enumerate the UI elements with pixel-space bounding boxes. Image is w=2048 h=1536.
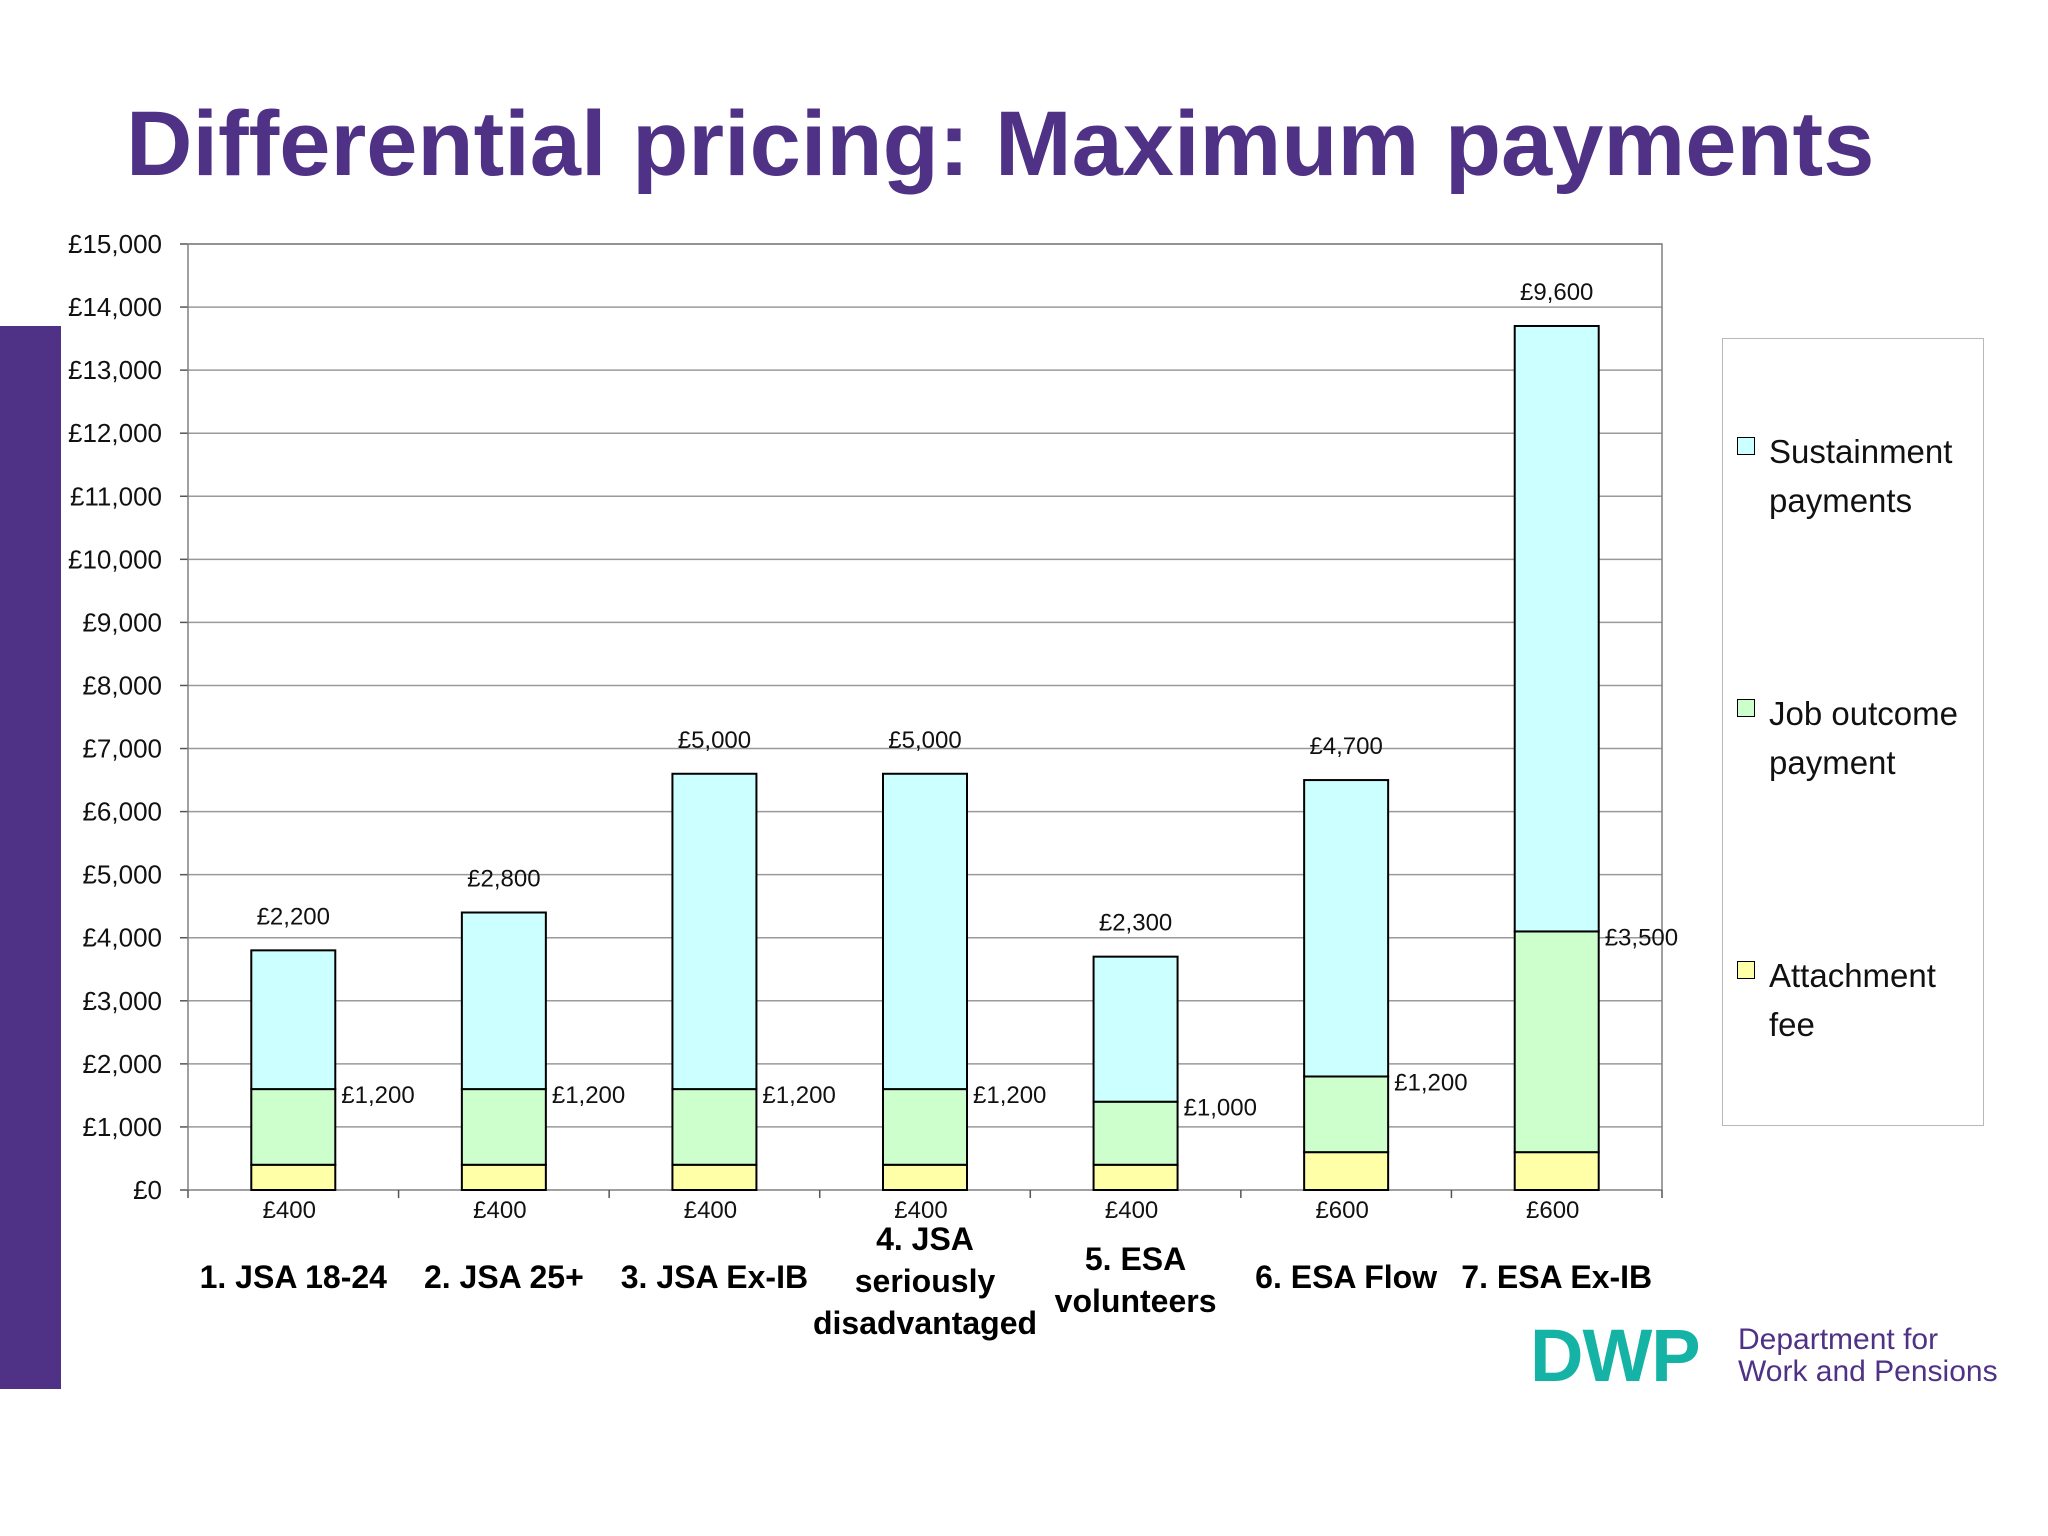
left-accent-bar xyxy=(0,326,61,1389)
data-label-sustainment: £5,000 xyxy=(678,727,751,754)
legend-swatch xyxy=(1737,961,1755,979)
category-label: 1. JSA 18-24 xyxy=(200,1259,388,1295)
data-label-sustainment: £4,700 xyxy=(1309,733,1382,760)
y-tick-label: £12,000 xyxy=(68,418,162,448)
data-label-attachment: £400 xyxy=(894,1197,947,1224)
bar-segment xyxy=(250,1088,337,1166)
data-label-attachment: £400 xyxy=(684,1197,737,1224)
legend: Sustainment payments Job outcome payment Att… xyxy=(1722,338,1984,1126)
category-label: 3. JSA Ex-IB xyxy=(621,1259,808,1295)
category-label: 7. ESA Ex-IB xyxy=(1461,1259,1652,1295)
y-tick-label: £9,000 xyxy=(82,607,162,637)
legend-swatch xyxy=(1737,437,1755,455)
data-label-sustainment: £5,000 xyxy=(888,727,961,754)
legend-label-line: Job outcome xyxy=(1769,695,1958,732)
bar-segment xyxy=(1092,955,1179,1103)
category-label: 2. JSA 25+ xyxy=(424,1259,584,1295)
data-label-sustainment: £2,300 xyxy=(1099,910,1172,937)
y-tick-label: £6,000 xyxy=(82,797,162,827)
bar-segment xyxy=(460,911,547,1091)
data-label-job-outcome: £1,200 xyxy=(973,1082,1046,1109)
legend-label-line: payment xyxy=(1769,744,1896,781)
y-tick-label: £5,000 xyxy=(82,860,162,890)
data-label-sustainment: £2,200 xyxy=(257,903,330,930)
legend-swatch xyxy=(1737,699,1755,717)
y-tick-label: £0 xyxy=(133,1175,162,1205)
legend-label: Attachment fee xyxy=(1769,951,1989,1049)
data-label-job-outcome: £1,200 xyxy=(762,1082,835,1109)
category-label: 5. ESA xyxy=(1085,1241,1186,1277)
data-label-sustainment: £2,800 xyxy=(467,866,540,893)
data-label-job-outcome: £1,200 xyxy=(1394,1069,1467,1096)
bar-segment xyxy=(671,1088,758,1166)
legend-label: Sustainment payments xyxy=(1769,427,1989,525)
category-label: volunteers xyxy=(1055,1283,1217,1319)
y-tick-label: £11,000 xyxy=(70,481,162,511)
dwp-logo-mark: DWP xyxy=(1530,1314,1701,1397)
bar-segment xyxy=(1303,1075,1390,1154)
bar-segment xyxy=(1303,1151,1390,1192)
data-labels: £400 £1,200 £2,200 £400 £1,200 £2,800 £400 £1,2… xyxy=(257,279,1679,1224)
y-tick-label: £2,000 xyxy=(82,1049,162,1079)
dwp-logo: DWP Department for Work and Pensions xyxy=(1530,1316,2010,1396)
data-label-attachment: £400 xyxy=(1105,1197,1158,1224)
bar-segment xyxy=(1513,930,1600,1154)
slide-title: Differential pricing: Maximum payments xyxy=(126,93,1875,195)
category-label: disadvantaged xyxy=(813,1305,1037,1341)
dwp-logo-name: Department for Work and Pensions xyxy=(1738,1323,1998,1388)
legend-label: Job outcome payment xyxy=(1769,689,1989,787)
axes: £0 £1,000 £2,000 £3,000 £4,000 £5,000 £6,000 £7… xyxy=(68,229,1663,1205)
bar-segment xyxy=(1513,1151,1600,1192)
bar-segment xyxy=(1303,779,1390,1078)
legend-label-line: Sustainment xyxy=(1769,433,1953,470)
data-label-job-outcome: £1,200 xyxy=(341,1082,414,1109)
legend-label-line: Attachment xyxy=(1769,957,1936,994)
bar-segment xyxy=(882,772,968,1091)
data-label-job-outcome: £3,500 xyxy=(1605,924,1678,951)
data-label-job-outcome: £1,200 xyxy=(552,1082,625,1109)
bar-segment xyxy=(250,1163,337,1191)
y-tick-label: £13,000 xyxy=(68,355,162,385)
y-tick-label: £10,000 xyxy=(68,544,162,574)
y-tick-label: £14,000 xyxy=(68,292,162,322)
data-label-attachment: £400 xyxy=(263,1197,316,1224)
y-tick-label: £8,000 xyxy=(82,670,162,700)
y-tick-label: £4,000 xyxy=(82,923,162,953)
category-labels: 1. JSA 18-24 2. JSA 25+ 3. JSA Ex-IB 4. JSA… xyxy=(200,1221,1653,1341)
data-label-job-outcome: £1,000 xyxy=(1184,1095,1257,1122)
category-label: 6. ESA Flow xyxy=(1255,1259,1437,1295)
bar-segment xyxy=(882,1088,968,1166)
y-tick-label: £3,000 xyxy=(82,986,162,1016)
bar-segment xyxy=(460,1088,547,1166)
bar-segment xyxy=(671,772,758,1091)
legend-label-line: payments xyxy=(1769,482,1913,519)
category-label: 4. JSA xyxy=(876,1221,974,1257)
y-tick-label: £7,000 xyxy=(82,734,162,764)
data-label-attachment: £400 xyxy=(473,1197,526,1224)
data-label-attachment: £600 xyxy=(1526,1197,1579,1224)
gridlines xyxy=(188,243,1662,1128)
bar-segment xyxy=(460,1163,547,1191)
bar-segment xyxy=(1092,1163,1179,1191)
y-tick-label: £1,000 xyxy=(82,1112,162,1142)
bar-segment xyxy=(250,949,337,1091)
legend-label-line: fee xyxy=(1769,1006,1815,1043)
data-label-attachment: £600 xyxy=(1315,1197,1368,1224)
bars xyxy=(250,324,1600,1192)
data-label-sustainment: £9,600 xyxy=(1520,279,1593,306)
bar-segment xyxy=(1092,1100,1179,1166)
y-tick-label: £15,000 xyxy=(68,229,162,259)
bar-segment xyxy=(882,1163,968,1191)
bar-segment xyxy=(1513,324,1600,933)
category-label: seriously xyxy=(855,1263,996,1299)
bar-segment xyxy=(671,1163,758,1191)
